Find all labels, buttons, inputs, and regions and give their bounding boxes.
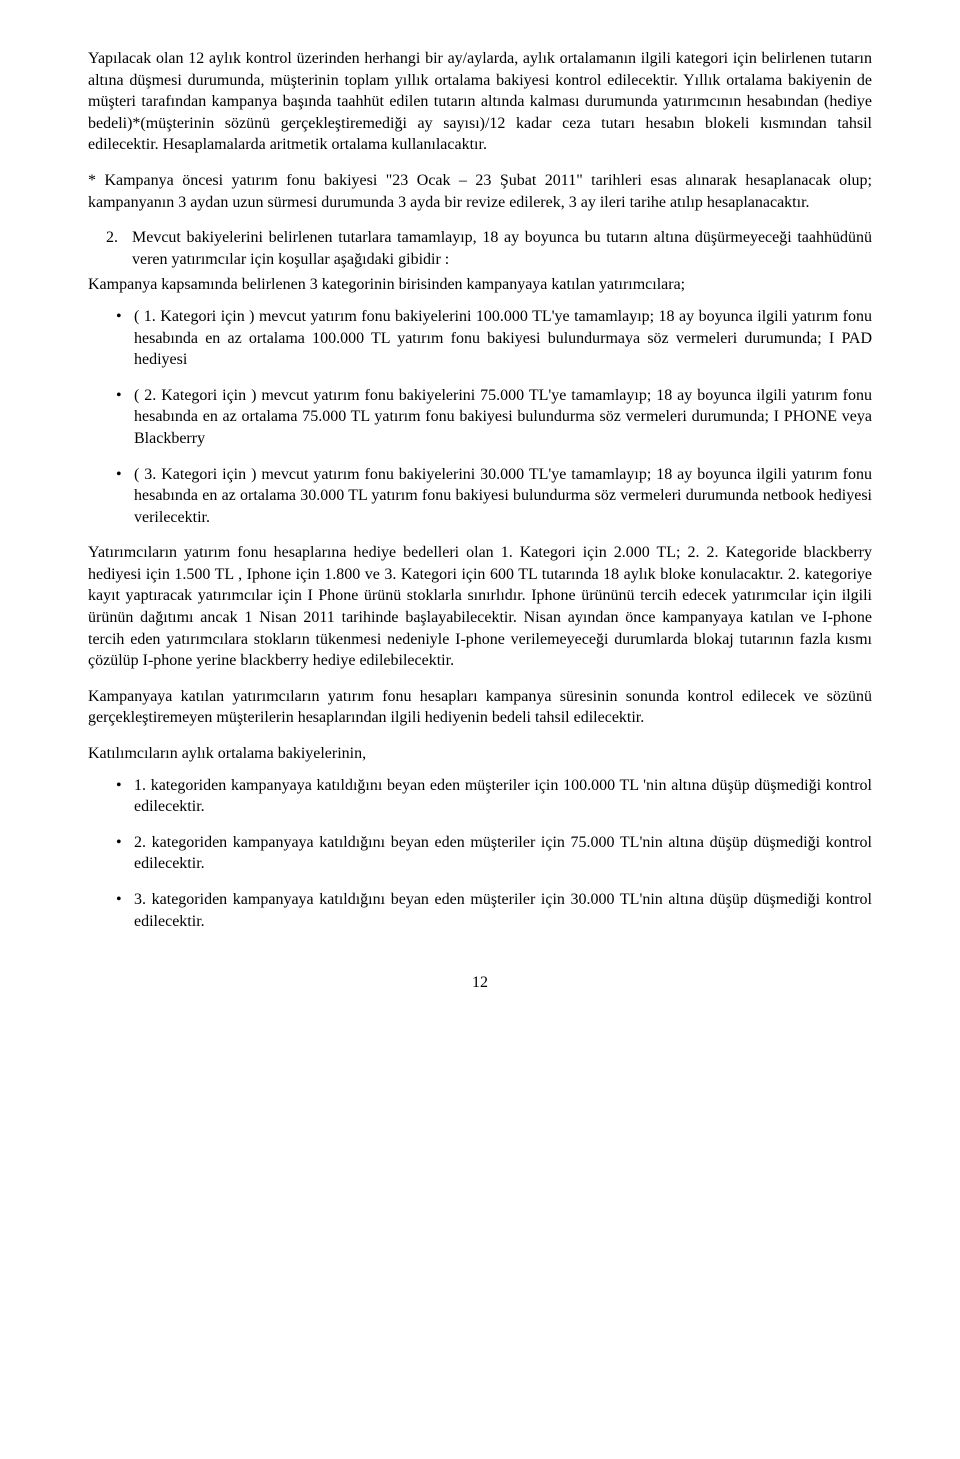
list-item: 3. kategoriden kampanyaya katıldığını be…	[116, 889, 872, 932]
list-item: 2. kategoriden kampanyaya katıldığını be…	[116, 832, 872, 875]
bullet-list: 1. kategoriden kampanyaya katıldığını be…	[88, 775, 872, 933]
page-number: 12	[88, 972, 872, 994]
paragraph: Yatırımcıların yatırım fonu hesaplarına …	[88, 542, 872, 672]
paragraph: Kampanya kapsamında belirlenen 3 kategor…	[88, 274, 872, 296]
numbered-marker: 2.	[106, 227, 118, 249]
numbered-item-2: 2. Mevcut bakiyelerini belirlenen tutarl…	[88, 227, 872, 270]
paragraph: Kampanyaya katılan yatırımcıların yatırı…	[88, 686, 872, 729]
list-item: 1. kategoriden kampanyaya katıldığını be…	[116, 775, 872, 818]
list-item: ( 3. Kategori için ) mevcut yatırım fonu…	[116, 464, 872, 529]
list-item: ( 1. Kategori için ) mevcut yatırım fonu…	[116, 306, 872, 371]
paragraph: Katılımcıların aylık ortalama bakiyeleri…	[88, 743, 872, 765]
list-item: ( 2. Kategori için ) mevcut yatırım fonu…	[116, 385, 872, 450]
paragraph: * Kampanya öncesi yatırım fonu bakiyesi …	[88, 170, 872, 213]
numbered-text: Mevcut bakiyelerini belirlenen tutarlara…	[132, 229, 872, 268]
paragraph: Yapılacak olan 12 aylık kontrol üzerinde…	[88, 48, 872, 156]
bullet-list: ( 1. Kategori için ) mevcut yatırım fonu…	[88, 306, 872, 528]
